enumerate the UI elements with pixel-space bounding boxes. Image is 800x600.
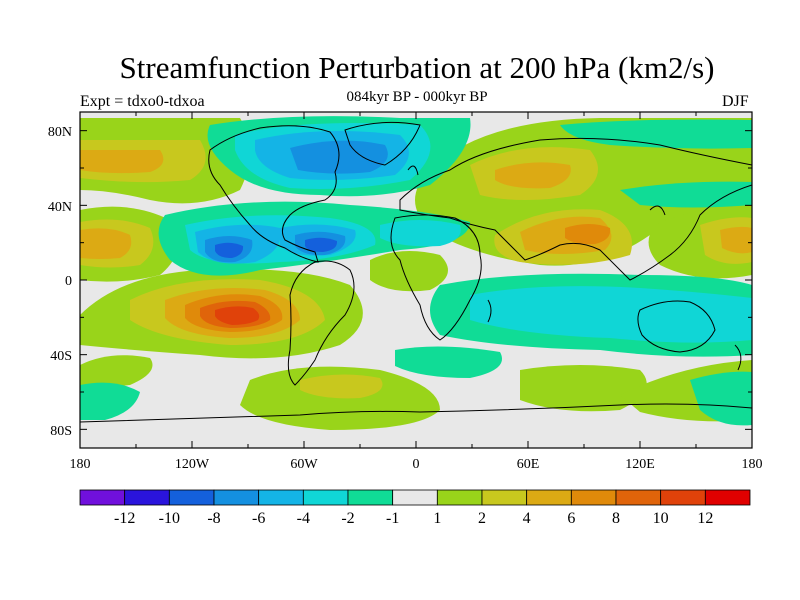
colorbar-label-0: -12 <box>114 510 135 527</box>
positive-band-southern-ocean <box>240 366 440 430</box>
positive-orange-pacific-east <box>720 226 752 254</box>
colorbar-labels: -12 -10 -8 -6 -4 -2 -1 1 2 4 6 8 10 12 <box>114 510 713 527</box>
negative-deep-blue-tropical-1 <box>215 242 244 258</box>
colorbar-label-2: -8 <box>207 510 220 527</box>
negative-deep-blue-tropical-2 <box>305 237 338 252</box>
lon-label-120w: 120W <box>175 457 210 472</box>
colorbar-swatch-9 <box>481 489 528 506</box>
negative-core-atlantic <box>380 220 461 247</box>
negative-band-south-atlantic <box>395 346 502 378</box>
colorbar-swatch-5 <box>302 489 349 506</box>
positive-band-west-south <box>80 355 153 387</box>
colorbar-label-7: 1 <box>433 510 441 527</box>
colorbar-label-1: -10 <box>159 510 180 527</box>
coastline-south-america <box>287 260 355 386</box>
negative-band-far-east-arctic <box>620 181 752 208</box>
lat-label-40n: 40N <box>48 200 72 215</box>
colorbar-swatch-11 <box>570 489 617 506</box>
contour-field <box>80 112 752 448</box>
colorbar-swatch-6 <box>347 489 394 506</box>
colorbar-label-4: -4 <box>297 510 310 527</box>
latitude-labels: 80N 40N 0 40S 80S <box>48 125 72 439</box>
colorbar-label-10: 6 <box>567 510 575 527</box>
lon-label-60e: 60E <box>517 457 540 472</box>
lat-label-80n: 80N <box>48 125 72 140</box>
tick-marks <box>79 112 753 448</box>
lon-label-60w: 60W <box>290 457 318 472</box>
lon-label-120e: 120E <box>625 457 655 472</box>
lon-label-180w: 180 <box>70 457 91 472</box>
positive-orange-siberia <box>495 162 571 189</box>
colorbar-swatch-8 <box>436 489 483 506</box>
coastline-eurasia <box>399 137 752 281</box>
colorbar-swatch-12 <box>615 489 662 506</box>
lat-label-80s: 80S <box>50 424 72 439</box>
coastline-antarctica <box>80 403 752 423</box>
positive-core-southern <box>300 374 383 399</box>
negative-band-polar-east <box>560 119 752 149</box>
experiment-label: Expt = tdxo0-tdxoa <box>80 93 205 110</box>
positive-core-sa-3 <box>215 306 260 325</box>
positive-band-south-indian <box>520 365 647 412</box>
colorbar-swatch-1 <box>124 489 170 506</box>
positive-orange-north-pacific <box>80 150 164 174</box>
colorbar-swatch-13 <box>660 489 706 506</box>
negative-core-indian-ocean <box>470 286 752 343</box>
coastline-new-zealand <box>734 344 742 371</box>
coastline-australia <box>637 300 716 353</box>
plot-subtitle: 084kyr BP - 000kyr BP <box>346 89 488 105</box>
colorbar-label-13: 12 <box>697 510 713 527</box>
coastline-africa <box>390 214 482 341</box>
lat-label-40s: 40S <box>50 349 72 364</box>
colorbar-swatch-3 <box>213 489 260 506</box>
colorbar <box>79 489 751 506</box>
colorbar-label-9: 4 <box>523 510 531 527</box>
negative-band-south-pacific-east <box>690 371 752 426</box>
colorbar-label-11: 8 <box>612 510 620 527</box>
plot-title: Streamfunction Perturbation at 200 hPa (… <box>119 50 715 85</box>
coastline-north-america <box>208 125 340 263</box>
colorbar-label-5: -2 <box>341 510 354 527</box>
colorbar-swatch-2 <box>168 489 215 506</box>
colorbar-label-8: 2 <box>478 510 486 527</box>
lat-label-0: 0 <box>65 274 72 289</box>
longitude-labels: 180 120W 60W 0 60E 120E 180 <box>70 457 763 472</box>
positive-orange-tropical-west <box>80 228 132 259</box>
colorbar-label-3: -6 <box>252 510 265 527</box>
colorbar-swatch-7 <box>392 489 438 506</box>
colorbar-label-6: -1 <box>386 510 399 527</box>
lon-label-0: 0 <box>413 457 420 472</box>
coastline-uk <box>407 165 419 176</box>
colorbar-swatch-10 <box>526 489 572 506</box>
coastline-japan <box>649 205 666 216</box>
coastlines <box>80 121 752 423</box>
positive-core-tibet-inner <box>565 224 611 245</box>
coastline-madagascar <box>487 299 492 323</box>
colorbar-swatch-4 <box>258 489 304 506</box>
negative-band-south-west <box>80 382 140 420</box>
colorbar-swatch-14 <box>704 489 751 506</box>
colorbar-swatch-0 <box>79 489 126 506</box>
lon-label-180e: 180 <box>742 457 763 472</box>
season-label: DJF <box>722 93 749 110</box>
colorbar-label-12: 10 <box>653 510 669 527</box>
coastline-greenland <box>344 121 421 166</box>
positive-band-atlantic <box>370 251 448 292</box>
